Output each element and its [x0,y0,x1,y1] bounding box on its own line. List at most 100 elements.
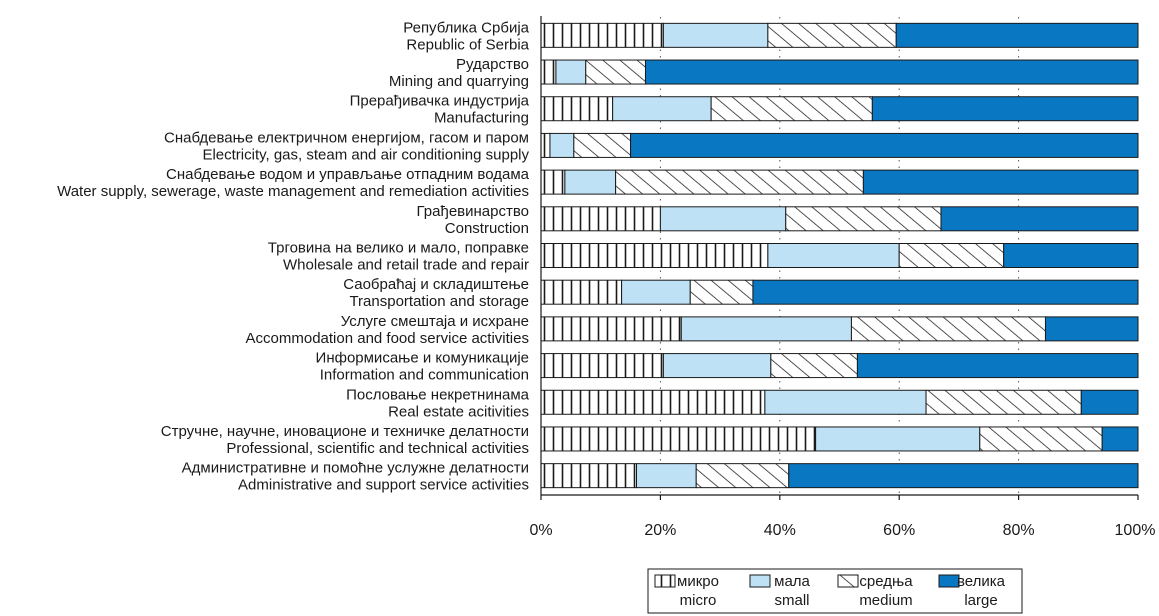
legend-label: велика [957,573,1006,590]
legend-label: средња [859,573,913,590]
bar-segment-large [940,206,1139,232]
bar-segment-small [659,206,787,232]
bar-segment-small [555,59,587,85]
bar-segment-micro [540,389,766,415]
bar-segment-large [788,463,1139,489]
category-label: Прерађивачка индустрија [350,93,530,110]
bar-segment-micro [540,206,661,232]
x-tick-label: 80% [1003,522,1035,539]
bars-layer [540,22,1139,489]
bar-segment-large [1003,243,1139,268]
bar-segment-small [621,279,691,305]
x-tick-label: 40% [764,522,796,539]
bar-segment-medium [710,96,873,122]
bar-segment-medium [898,243,1005,268]
legend-swatch-small [749,574,771,588]
bar-segment-micro [540,22,664,48]
bar-segment-large [644,59,1139,85]
bar-segment-micro [540,279,623,305]
category-label: Снабдевање водом и управљање отпадним во… [166,166,530,183]
legend-swatch-micro [654,574,676,588]
legend-label-en: medium [859,592,912,609]
bar-segment-medium [785,206,942,232]
category-label: Услуге смештаја и исхране [341,313,529,330]
bar-segment-medium [695,463,790,489]
category-label: Пословање некретнинама [346,386,530,403]
bar-segment-medium [615,169,864,195]
legend-label: мала [774,573,810,590]
legend-label-en: small [774,592,809,609]
legend-swatch-medium [837,574,859,588]
legend-box [647,568,1023,614]
category-label-en: Transportation and storage [349,293,529,310]
category-label-en: Construction [445,220,529,237]
bar-segment-medium [850,316,1046,342]
category-label-en: Wholesale and retail trade and repair [283,257,529,274]
bar-segment-small [767,243,900,268]
category-label-en: Accommodation and food service activitie… [246,330,529,347]
category-label: Грађевинарство [417,203,529,220]
bar-segment-micro [540,353,664,379]
category-label: Рударство [456,56,529,73]
bar-segment-medium [979,426,1103,452]
bar-segment-small [564,169,617,195]
bar-segment-large [871,96,1139,122]
category-label-en: Water supply, sewerage, waste management… [57,183,529,200]
bar-segment-large [630,132,1139,158]
category-label-en: Electricity, gas, steam and air conditio… [202,146,529,163]
bar-segment-micro [540,463,638,489]
bar-segment-small [549,132,575,158]
bar-segment-large [1080,389,1139,415]
x-tick-label: 20% [644,522,676,539]
x-axis: 0% 20% 40% 60% 80% 100% [529,16,1155,539]
category-label-en: Information and communication [320,367,529,384]
bar-segment-micro [540,169,566,195]
bar-segment-small [764,389,927,415]
bar-segment-large [1044,316,1139,342]
bar-segment-small [680,316,852,342]
bar-segment-large [752,279,1139,305]
legend: микро micro мала small средња medium велика lar… [647,568,1023,614]
bar-segment-small [662,22,769,48]
x-tick-label: 100% [1115,522,1156,539]
bar-segment-large [856,353,1139,379]
bar-segment-large [1101,426,1139,452]
category-label: Снабдевање електричном енергијом, гасом … [164,129,529,146]
category-label: Саобраћај и складиштење [343,276,529,293]
category-label-en: Republic of Serbia [406,36,529,53]
category-label-en: Mining and quarrying [389,73,529,90]
bar-segment-micro [540,59,557,85]
bar-segment-small [636,463,697,489]
category-label-en: Administrative and support service activ… [238,477,529,494]
category-label: Стручне, научне, иновационе и техничке д… [161,423,529,440]
bar-segment-small [815,426,981,452]
category-label: Административне и помоћне услужне делатн… [182,460,529,477]
bar-segment-micro [540,243,769,268]
bar-segment-micro [540,316,682,342]
category-label-en: Professional, scientific and technical a… [226,440,529,457]
bar-segment-micro [540,426,817,452]
legend-swatch-large [938,574,960,588]
bar-segment-medium [573,132,632,158]
bar-segment-large [862,169,1139,195]
bar-segment-medium [689,279,754,305]
bar-segment-medium [770,353,858,379]
x-tick-label: 0% [529,522,552,539]
bar-segment-small [662,353,772,379]
bar-segment-medium [925,389,1082,415]
category-label: Република Србија [403,19,529,36]
category-label-en: Real estate acitivities [388,403,529,420]
category-label-en: Manufacturing [434,110,529,127]
bar-segment-small [612,96,712,122]
legend-label: микро [677,573,719,590]
bar-segment-micro [540,132,551,158]
legend-label-en: large [964,592,997,609]
bar-segment-medium [767,22,897,48]
legend-label-en: micro [680,592,717,609]
bar-segment-large [895,22,1139,48]
x-tick-label: 60% [883,522,915,539]
category-label: Информисање и комуникације [316,350,529,367]
bar-segment-micro [540,96,614,122]
